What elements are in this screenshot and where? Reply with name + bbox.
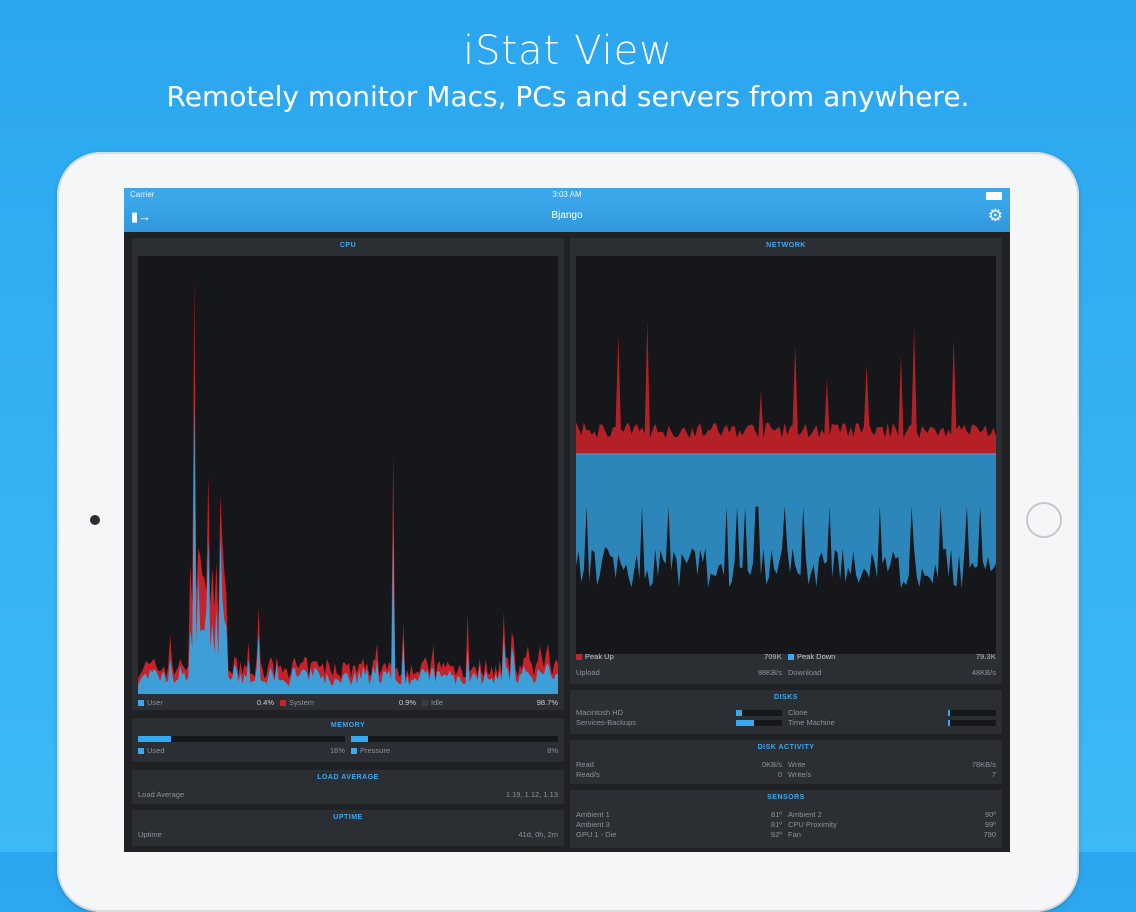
memory-used-bar xyxy=(138,736,345,742)
memory-used-label: Used xyxy=(138,746,165,755)
upload-value: 98KB/s xyxy=(757,668,782,677)
carrier-label: Carrier xyxy=(130,190,155,199)
sensor-value: 90º xyxy=(984,810,996,819)
memory-title: MEMORY xyxy=(330,722,366,729)
peak-down-value: 79.3K xyxy=(975,652,996,661)
memory-panel[interactable]: MEMORY Used 16% Pressure 8% xyxy=(132,718,564,762)
sensor-value: 92º xyxy=(770,830,782,839)
network-panel[interactable]: NETWORK Peak Up 709K Peak Down 79.3K Upl… xyxy=(570,238,1002,684)
nav-bar: ▮→ Bjango ⚙ xyxy=(124,202,1010,232)
uptime-title: UPTIME xyxy=(333,814,363,821)
cpu-user-legend: User xyxy=(138,698,163,707)
sensor-label: GPU 1 - Die xyxy=(576,830,617,839)
sensors-panel[interactable]: SENSORS Ambient 1 81º Ambient 3 81º GPU … xyxy=(570,790,1002,848)
peak-down-label: Peak Down xyxy=(788,652,835,661)
download-value: 48KB/s xyxy=(971,668,996,677)
writes-per-sec-value: 7 xyxy=(991,770,996,779)
reads-per-sec-label: Read/s xyxy=(576,770,600,779)
network-graph xyxy=(576,256,996,654)
writes-per-sec-label: Write/s xyxy=(788,770,812,779)
download-label: Download xyxy=(788,668,822,677)
disk-name-macintosh-hd: Macintosh HD xyxy=(576,708,624,717)
disk-name-time-machine: Time Machine xyxy=(788,718,835,727)
load-average-label: Load Average xyxy=(138,790,185,799)
battery-icon xyxy=(986,192,1002,200)
sensor-value: 99º xyxy=(984,820,996,829)
peak-up-label: Peak Up xyxy=(576,652,614,661)
disk-activity-title: DISK ACTIVITY xyxy=(757,744,815,751)
sensor-label: Fan xyxy=(788,830,801,839)
sensor-label: Ambient 1 xyxy=(576,810,610,819)
uptime-panel[interactable]: UPTIME Uptime 41d, 0h, 2m xyxy=(132,810,564,846)
upload-label: Upload xyxy=(576,668,600,677)
marketing-subtitle: Remotely monitor Macs, PCs and servers f… xyxy=(166,80,970,113)
peak-up-value: 709K xyxy=(764,652,782,661)
sensor-value: 81º xyxy=(770,810,782,819)
disk-bar-services-backups xyxy=(736,720,782,726)
marketing-title: iStat View xyxy=(462,28,674,74)
write-label: Write xyxy=(788,760,806,769)
disks-panel[interactable]: DISKS Macintosh HD Services-Backups Clon… xyxy=(570,690,1002,734)
disk-name-services-backups: Services-Backups xyxy=(576,718,637,727)
system-swatch xyxy=(280,700,286,706)
cpu-idle-value: 98.7% xyxy=(536,698,558,707)
memory-pressure-bar xyxy=(351,736,558,742)
sensor-value: 81º xyxy=(770,820,782,829)
cpu-system-legend: System xyxy=(280,698,314,707)
uptime-label: Uptime xyxy=(138,830,162,839)
status-bar: Carrier 3:03 AM xyxy=(124,188,1010,202)
camera-dot xyxy=(90,515,100,525)
sensor-label: Ambient 3 xyxy=(576,820,610,829)
network-download-area xyxy=(576,454,996,589)
nav-title: Bjango xyxy=(551,210,583,221)
network-title: NETWORK xyxy=(766,242,806,249)
cpu-idle-legend: Idle xyxy=(422,698,443,707)
gear-icon[interactable]: ⚙ xyxy=(987,206,1003,225)
load-average-panel[interactable]: LOAD AVERAGE Load Average 1.19, 1.12, 1.… xyxy=(132,770,564,804)
network-upload-area xyxy=(576,321,996,454)
user-swatch xyxy=(138,700,144,706)
cpu-user-area xyxy=(138,401,558,694)
disks-title: DISKS xyxy=(774,694,798,701)
memory-pressure-value: 8% xyxy=(547,746,558,755)
sensor-label: CPU Proximity xyxy=(788,820,837,829)
cpu-user-value: 0.4% xyxy=(256,698,274,707)
disk-activity-panel[interactable]: DISK ACTIVITY Read 0KB/s Read/s 0 Write … xyxy=(570,740,1002,784)
load-average-value: 1.19, 1.12, 1.13 xyxy=(505,790,558,799)
sensor-label: Ambient 2 xyxy=(788,810,822,819)
home-button[interactable] xyxy=(1026,502,1062,538)
load-average-title: LOAD AVERAGE xyxy=(317,774,379,781)
sensors-title: SENSORS xyxy=(767,794,805,801)
reads-per-sec-value: 0 xyxy=(777,770,782,779)
cpu-history-chart xyxy=(138,277,558,694)
read-label: Read xyxy=(576,760,594,769)
read-value: 0KB/s xyxy=(761,760,782,769)
disk-bar-time-machine xyxy=(948,720,996,726)
write-value: 78KB/s xyxy=(971,760,996,769)
memory-used-value: 16% xyxy=(329,746,345,755)
disk-name-clone: Clone xyxy=(788,708,808,717)
cpu-system-value: 0.9% xyxy=(398,698,416,707)
idle-swatch xyxy=(422,700,428,706)
uptime-value: 41d, 0h, 2m xyxy=(518,830,558,839)
cpu-graph xyxy=(138,256,558,694)
sidebar-toggle-icon[interactable]: ▮→ xyxy=(131,209,152,224)
sensor-value: 790 xyxy=(983,830,996,839)
app-screen: Carrier 3:03 AM ▮→ Bjango ⚙ CPU User 0.4… xyxy=(124,188,1010,852)
cpu-panel[interactable]: CPU User 0.4% System 0.9% Idle 98.7% xyxy=(132,238,564,710)
network-history-chart xyxy=(576,321,996,589)
disk-bar-macintosh-hd xyxy=(736,710,782,716)
disk-bar-clone xyxy=(948,710,996,716)
memory-pressure-label: Pressure xyxy=(351,746,390,755)
clock-label: 3:03 AM xyxy=(552,190,582,199)
cpu-title: CPU xyxy=(339,242,357,249)
